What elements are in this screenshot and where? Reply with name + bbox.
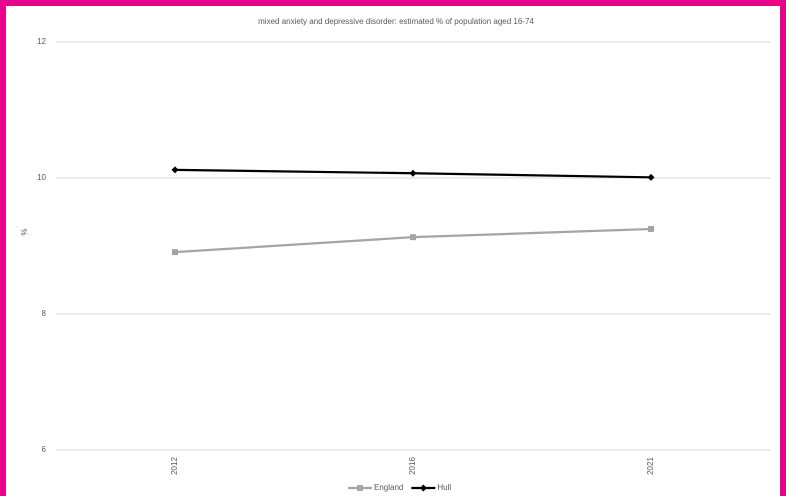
chart-title: mixed anxiety and depressive disorder: e… (258, 17, 534, 26)
marker (171, 166, 179, 174)
marker (648, 226, 654, 232)
marker (172, 249, 178, 256)
x-tick-label: 2021 (646, 457, 655, 475)
y-tick-label: 8 (42, 309, 47, 318)
y-tick-label: 6 (42, 445, 47, 454)
y-tick-label: 10 (37, 173, 46, 182)
chart-area (6, 6, 780, 496)
y-axis-label: % (20, 228, 29, 235)
y-tick-label: 12 (37, 37, 46, 46)
x-tick-label: 2012 (170, 457, 179, 475)
legend-label: Hull (437, 483, 451, 492)
legend-label: England (374, 483, 403, 492)
marker (410, 234, 416, 241)
legend-marker (419, 484, 427, 492)
marker (409, 169, 417, 177)
marker (647, 173, 655, 181)
legend-marker (357, 485, 363, 491)
x-tick-label: 2016 (408, 457, 417, 475)
